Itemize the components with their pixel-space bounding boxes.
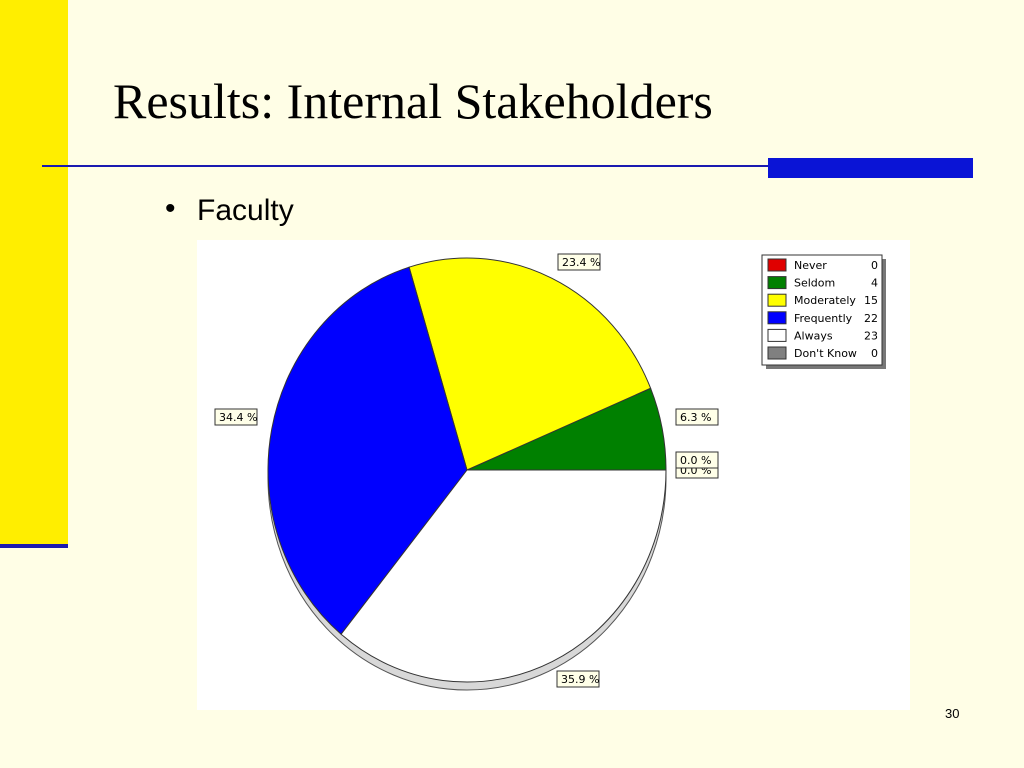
legend-label: Frequently [794, 312, 853, 325]
legend-swatch [767, 328, 787, 342]
bullet-text: Faculty [197, 194, 294, 227]
data-label: 34.4 % [219, 411, 257, 424]
legend-count: 0 [871, 347, 878, 360]
data-label: 23.4 % [562, 256, 600, 269]
side-bar-rule [0, 544, 68, 548]
page-number: 30 [945, 706, 959, 721]
chart: 0.0 %6.3 %23.4 %34.4 %35.9 %0.0 %Never 0S… [214, 253, 886, 691]
data-label-box [675, 408, 719, 426]
legend-swatch [767, 276, 787, 290]
slide-title: Results: Internal Stakeholders [113, 73, 713, 129]
pie-slice [408, 257, 652, 471]
legend-count: 0 [871, 259, 878, 272]
legend-swatch [767, 258, 787, 272]
pie-slice [267, 266, 468, 635]
legend-label: Never [794, 259, 827, 272]
data-label: 0.0 % [680, 454, 711, 467]
legend-swatch [767, 293, 787, 307]
legend-label: Always [794, 329, 833, 342]
data-label-box [675, 451, 719, 469]
side-bar [0, 0, 68, 545]
legend-label: Don't Know [794, 347, 857, 360]
legend-swatch [767, 311, 787, 325]
bullet-dot: • [165, 192, 176, 225]
data-label: 6.3 % [680, 411, 711, 424]
legend-label: Moderately [794, 294, 856, 307]
data-label-box [214, 408, 258, 426]
title-rule-block [768, 158, 973, 178]
legend-count: 4 [871, 277, 878, 290]
legend-label: Seldom [794, 277, 835, 290]
pie-slice [340, 469, 667, 683]
legend-count: 22 [864, 312, 878, 325]
data-label: 35.9 % [561, 673, 599, 686]
legend-count: 23 [864, 329, 878, 342]
data-label-box [557, 253, 601, 271]
legend-count: 15 [864, 294, 878, 307]
legend-swatch [767, 346, 787, 360]
data-label-box [556, 670, 600, 688]
